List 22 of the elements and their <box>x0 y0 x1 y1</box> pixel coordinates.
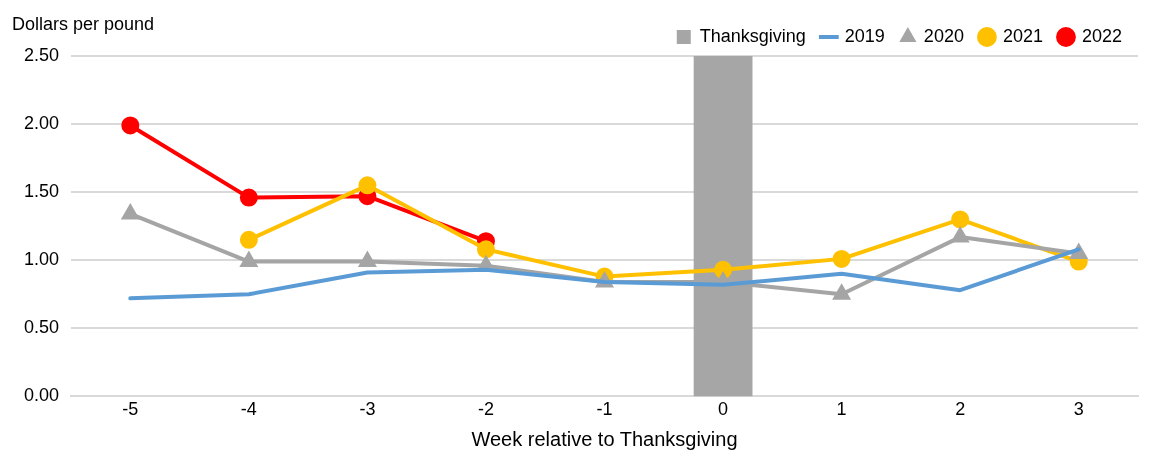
x-tick-label: 3 <box>1073 399 1084 420</box>
y-tick-label: 2.00 <box>23 113 60 134</box>
y-tick-label: 1.50 <box>23 181 60 202</box>
x-tick-label: -3 <box>359 399 376 420</box>
legend-label: 2020 <box>923 25 964 46</box>
legend-label: 2019 <box>844 25 885 46</box>
legend-label: 2021 <box>1002 25 1043 46</box>
legend-label: 2022 <box>1081 25 1122 46</box>
y-tick-label: 1.00 <box>23 249 60 270</box>
x-tick-label: -5 <box>122 399 139 420</box>
y-tick-label: 2.50 <box>23 44 60 65</box>
y-tick-label: 0.50 <box>23 317 60 338</box>
y-axis-title: Dollars per pound <box>12 13 155 34</box>
x-tick-label: -4 <box>240 399 257 420</box>
x-tick-label: -2 <box>477 399 494 420</box>
x-tick-label: 0 <box>718 399 729 420</box>
legend-label: Thanksgiving <box>699 25 806 46</box>
x-axis-title: Week relative to Thanksgiving <box>471 427 738 450</box>
x-tick-label: 2 <box>955 399 966 420</box>
x-tick-label: -1 <box>596 399 613 420</box>
y-tick-label: 0.00 <box>23 385 60 406</box>
x-tick-label: 1 <box>836 399 847 420</box>
